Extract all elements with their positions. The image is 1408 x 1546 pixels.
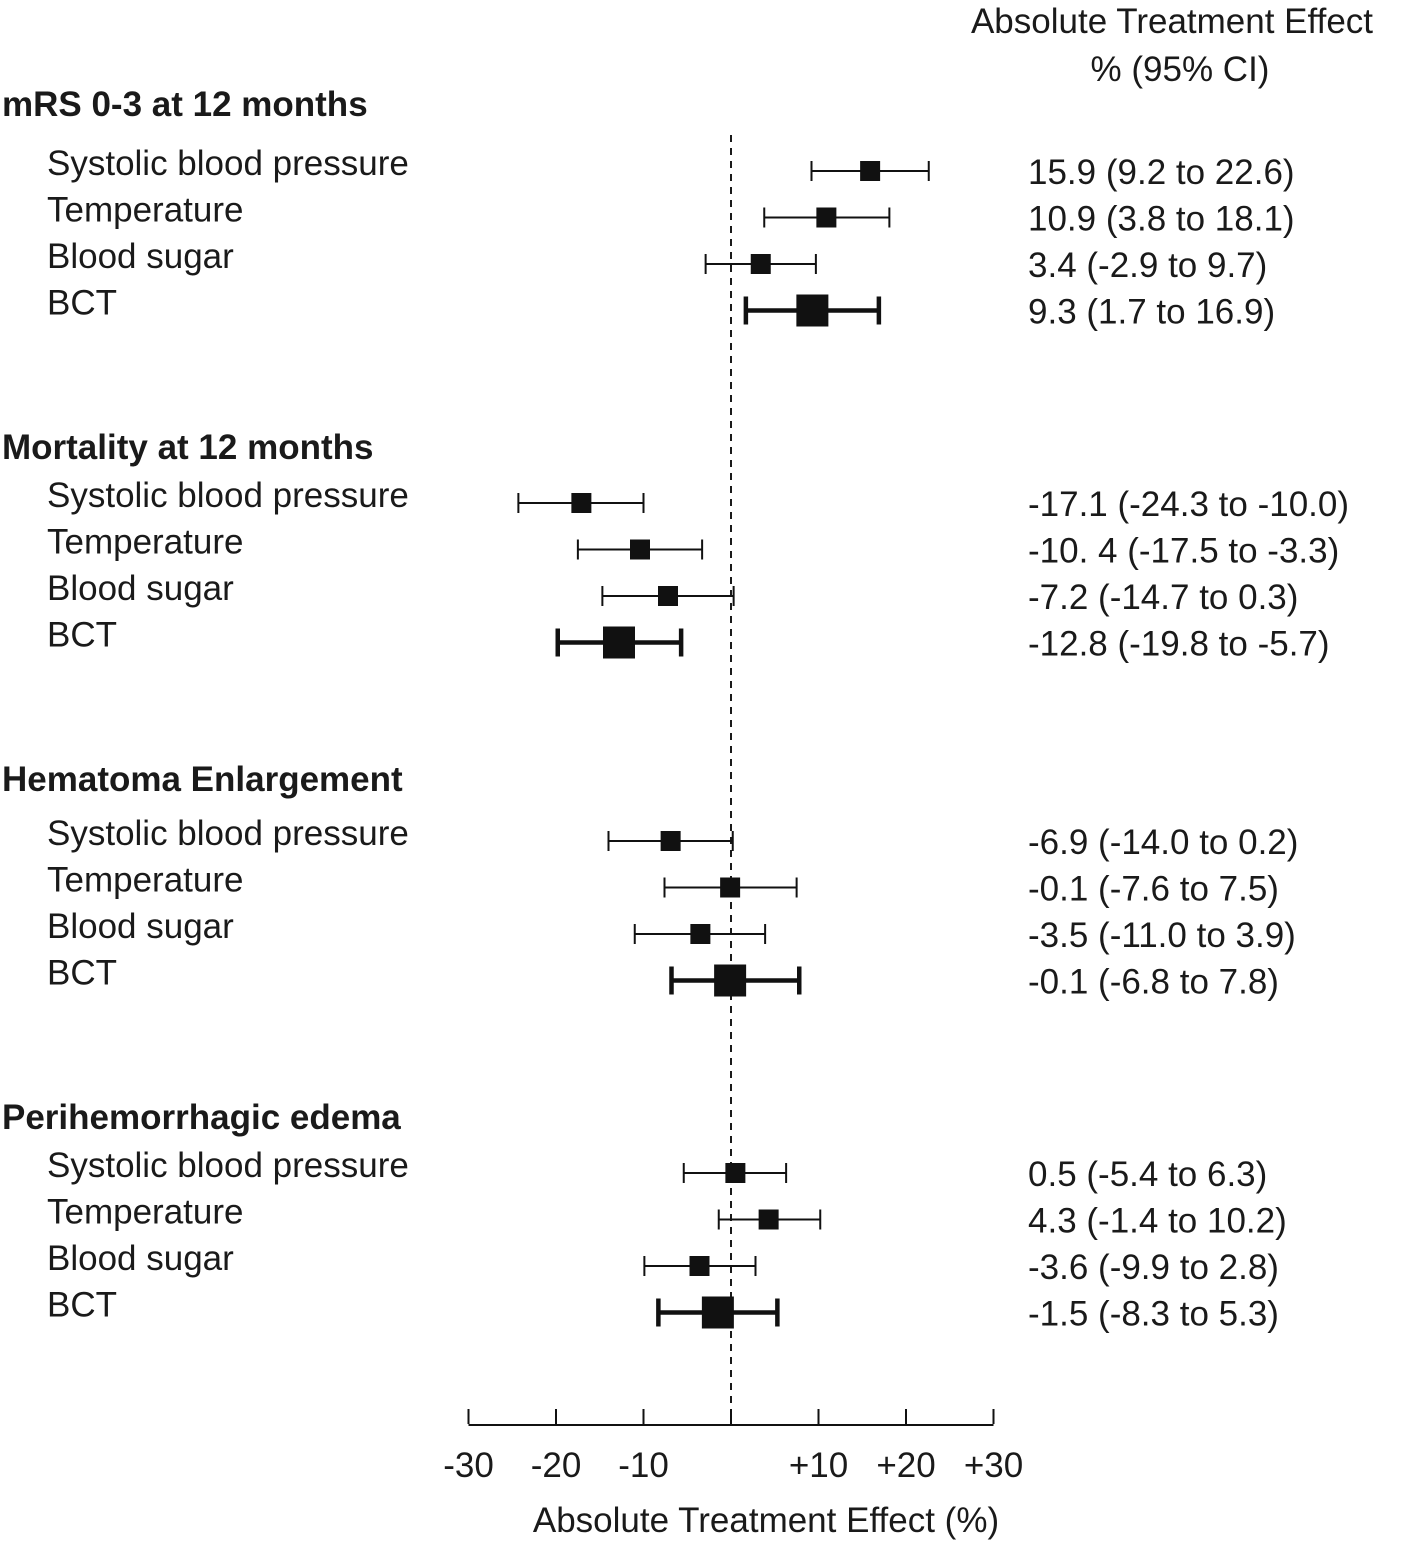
point-estimate-marker [661, 831, 681, 851]
row-effect-value: 10.9 (3.8 to 18.1) [1028, 200, 1295, 239]
point-estimate-marker [630, 540, 650, 560]
point-estimate-marker [860, 161, 880, 181]
row-effect-value: 9.3 (1.7 to 16.9) [1028, 293, 1275, 332]
x-tick-label: -20 [531, 1446, 582, 1485]
point-estimate-marker [658, 586, 678, 606]
row-effect-value: -6.9 (-14.0 to 0.2) [1028, 823, 1298, 862]
row-label: Temperature [47, 191, 243, 230]
row-label: Blood sugar [47, 907, 234, 946]
summary-estimate-marker [714, 965, 746, 997]
row-effect-value: -1.5 (-8.3 to 5.3) [1028, 1295, 1279, 1334]
point-estimate-marker [759, 1210, 779, 1230]
group-title: Mortality at 12 months [2, 428, 373, 467]
row-label: BCT [47, 954, 117, 993]
point-estimate-marker [751, 254, 771, 274]
group-title: Perihemorrhagic edema [2, 1098, 401, 1137]
row-effect-value: 15.9 (9.2 to 22.6) [1028, 153, 1295, 192]
row-effect-value: -12.8 (-19.8 to -5.7) [1028, 625, 1330, 664]
x-tick-label: +30 [964, 1446, 1023, 1485]
point-estimate-marker [571, 493, 591, 513]
row-effect-value: -0.1 (-6.8 to 7.8) [1028, 963, 1279, 1002]
x-tick-label: -30 [443, 1446, 494, 1485]
row-label: BCT [47, 284, 117, 323]
row-label: Blood sugar [47, 1239, 234, 1278]
row-label: Systolic blood pressure [47, 144, 409, 183]
x-tick-label: +10 [789, 1446, 848, 1485]
summary-estimate-marker [603, 627, 635, 659]
x-tick-label: +20 [876, 1446, 935, 1485]
row-label: Temperature [47, 523, 243, 562]
group-title: Hematoma Enlargement [2, 760, 403, 799]
row-effect-value: 4.3 (-1.4 to 10.2) [1028, 1202, 1287, 1241]
row-label: Blood sugar [47, 569, 234, 608]
row-label: Systolic blood pressure [47, 1146, 409, 1185]
summary-estimate-marker [796, 295, 828, 327]
row-effect-value: -17.1 (-24.3 to -10.0) [1028, 485, 1349, 524]
point-estimate-marker [816, 208, 836, 228]
point-estimate-marker [690, 924, 710, 944]
summary-estimate-marker [702, 1297, 734, 1329]
row-effect-value: -7.2 (-14.7 to 0.3) [1028, 578, 1298, 617]
column-header-line-1: Absolute Treatment Effect [971, 2, 1373, 41]
group-title: mRS 0-3 at 12 months [2, 85, 368, 124]
point-estimate-marker [725, 1163, 745, 1183]
row-label: Temperature [47, 861, 243, 900]
row-label: BCT [47, 1286, 117, 1325]
row-effect-value: 3.4 (-2.9 to 9.7) [1028, 246, 1267, 285]
row-label: Blood sugar [47, 237, 234, 276]
row-label: Systolic blood pressure [47, 814, 409, 853]
row-label: BCT [47, 616, 117, 655]
row-effect-value: 0.5 (-5.4 to 6.3) [1028, 1155, 1267, 1194]
row-effect-value: -10. 4 (-17.5 to -3.3) [1028, 532, 1339, 571]
x-axis-title: Absolute Treatment Effect (%) [533, 1501, 999, 1540]
x-tick-label: -10 [618, 1446, 669, 1485]
row-effect-value: -3.6 (-9.9 to 2.8) [1028, 1248, 1279, 1287]
column-header-line-2: % (95% CI) [1091, 50, 1270, 89]
point-estimate-marker [720, 878, 740, 898]
forest-plot: Absolute Treatment Effect % (95% CI) mRS 0… [0, 0, 1408, 1546]
row-effect-value: -3.5 (-11.0 to 3.9) [1028, 916, 1296, 955]
row-label: Temperature [47, 1193, 243, 1232]
row-label: Systolic blood pressure [47, 476, 409, 515]
row-effect-value: -0.1 (-7.6 to 7.5) [1028, 870, 1279, 909]
point-estimate-marker [690, 1256, 710, 1276]
